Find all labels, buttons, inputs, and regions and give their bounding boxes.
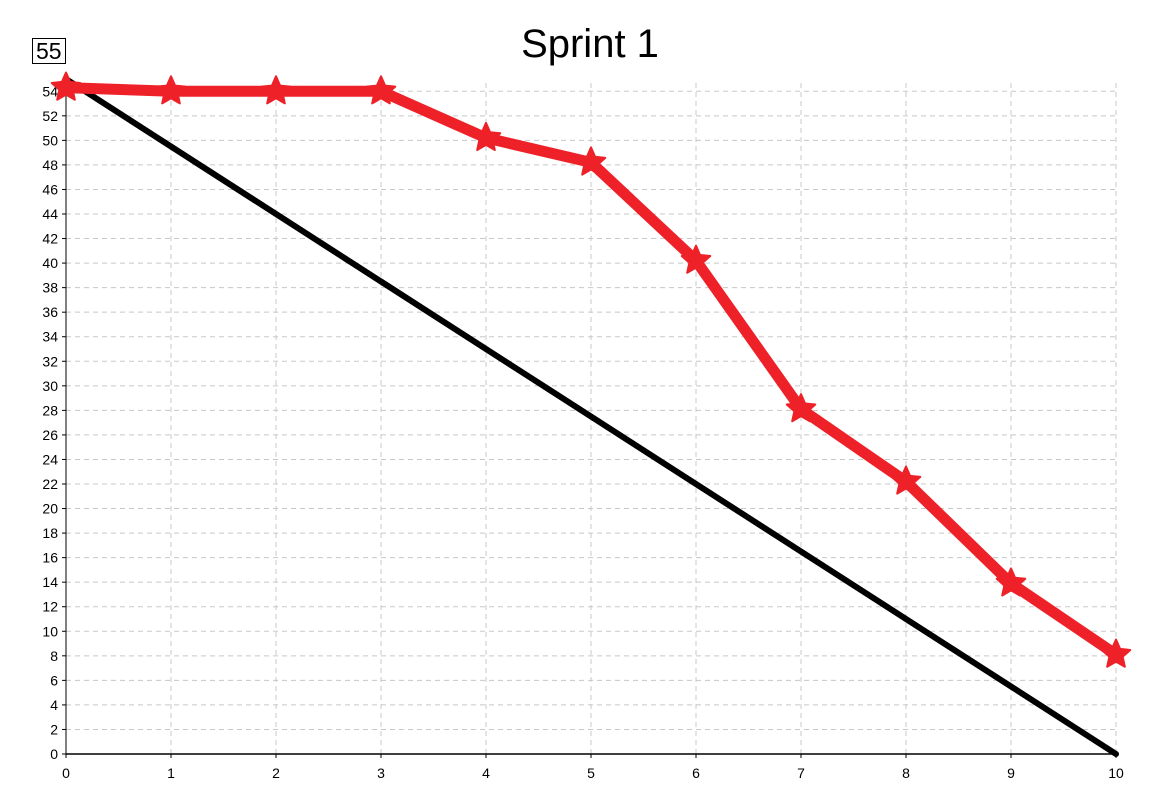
- data-point-star: [680, 244, 712, 274]
- y-tick-label: 48: [42, 157, 58, 173]
- y-tick-label: 24: [42, 451, 58, 467]
- x-tick-label: 6: [692, 765, 700, 781]
- y-tick-label: 40: [42, 255, 58, 271]
- data-point-star: [890, 465, 922, 495]
- x-tick-label: 2: [272, 765, 280, 781]
- y-tick-label: 8: [50, 648, 58, 664]
- x-tick-label: 10: [1108, 765, 1124, 781]
- data-point-star: [785, 393, 817, 423]
- grid-lines: [66, 79, 1117, 754]
- y-tick-label: 30: [42, 378, 58, 394]
- y-tick-label: 36: [42, 304, 58, 320]
- y-tick-label: 54: [42, 83, 58, 99]
- series-layer: [50, 71, 1132, 757]
- data-point-star: [155, 75, 187, 105]
- y-tick-label: 38: [42, 280, 58, 296]
- data-point-star: [365, 75, 397, 105]
- chart-title: Sprint 1: [521, 22, 659, 66]
- x-tick-label: 4: [482, 765, 490, 781]
- x-tick-label: 7: [797, 765, 805, 781]
- y-tick-label: 32: [42, 353, 58, 369]
- data-point-star: [260, 75, 292, 105]
- y-tick-label: 18: [42, 525, 58, 541]
- y-tick-label: 26: [42, 427, 58, 443]
- y-tick-label: 22: [42, 476, 58, 492]
- x-tick-label: 1: [167, 765, 175, 781]
- data-point-star: [1100, 638, 1132, 668]
- axes: 0246810121416182022242628303234363840424…: [42, 75, 1124, 781]
- series-line-ideal: [63, 76, 1119, 757]
- data-point-star: [995, 567, 1027, 597]
- data-point-star: [470, 121, 502, 152]
- y-tick-label: 34: [42, 329, 58, 345]
- x-tick-label: 8: [902, 765, 910, 781]
- y-tick-label: 50: [42, 132, 58, 148]
- y-tick-label: 28: [42, 402, 58, 418]
- y-tick-label: 52: [42, 108, 58, 124]
- data-point-star: [50, 71, 82, 101]
- y-tick-label: 0: [50, 746, 58, 762]
- x-tick-label: 5: [587, 765, 595, 781]
- story-points-badge: 55: [32, 38, 66, 64]
- y-tick-label: 2: [50, 721, 58, 737]
- y-tick-label: 14: [42, 574, 58, 590]
- y-tick-label: 10: [42, 623, 58, 639]
- x-tick-label: 0: [62, 765, 70, 781]
- y-tick-label: 42: [42, 231, 58, 247]
- y-tick-label: 4: [50, 697, 58, 713]
- y-tick-label: 20: [42, 501, 58, 517]
- y-tick-label: 46: [42, 181, 58, 197]
- y-tick-label: 44: [42, 206, 58, 222]
- y-tick-label: 16: [42, 550, 58, 566]
- x-tick-label: 3: [377, 765, 385, 781]
- y-tick-label: 6: [50, 672, 58, 688]
- y-tick-label: 12: [42, 599, 58, 615]
- data-point-star: [575, 146, 607, 176]
- x-tick-label: 9: [1007, 765, 1015, 781]
